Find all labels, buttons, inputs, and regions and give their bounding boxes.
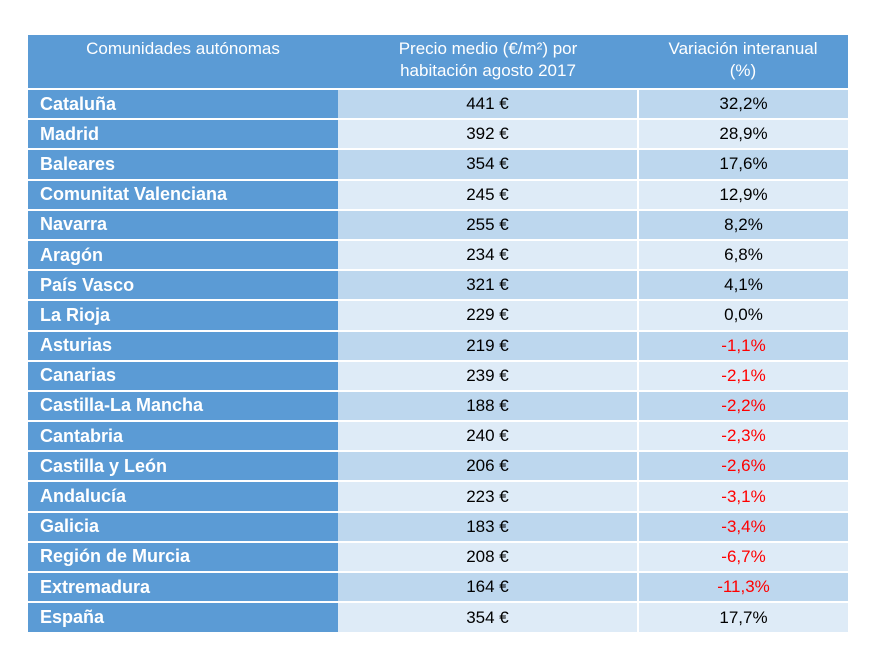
region-cell: Región de Murcia — [28, 540, 338, 572]
region-cell: La Rioja — [28, 299, 338, 331]
table-row: Cantabria 240 € -2,3% — [28, 420, 848, 452]
region-cell: Canarias — [28, 359, 338, 391]
region-cell: Castilla-La Mancha — [28, 389, 338, 422]
variation-cell: 12,9% — [637, 178, 848, 210]
table-row: Andalucía 223 € -3,1% — [28, 480, 848, 512]
table-row: Castilla-La Mancha 188 € -2,2% — [28, 389, 848, 422]
table-row: Región de Murcia 208 € -6,7% — [28, 540, 848, 572]
region-cell: Aragón — [28, 238, 338, 271]
table-row: Navarra 255 €8,2% — [28, 208, 848, 240]
price-cell: 255 € — [338, 208, 638, 240]
variation-cell: -11,3% — [637, 570, 848, 603]
table-row: Asturias 219 € -1,1% — [28, 329, 848, 361]
header-variation: Variación interanual (%) — [638, 35, 848, 89]
table-row: Comunitat Valenciana 245 €12,9% — [28, 178, 848, 210]
variation-cell: 4,1% — [637, 269, 848, 301]
region-cell: Andalucía — [28, 480, 338, 512]
header-variation-line1: Variación interanual — [668, 39, 818, 58]
header-region-label: Comunidades autónomas — [86, 39, 280, 58]
price-cell: 208 € — [338, 540, 638, 572]
variation-cell: -1,1% — [637, 329, 848, 361]
header-price: Precio medio (€/m²) por habitación agost… — [338, 35, 638, 89]
table-row: Extremadura 164 € -11,3% — [28, 570, 848, 603]
price-cell: 240 € — [338, 420, 638, 452]
table-row: La Rioja 229 €0,0% — [28, 299, 848, 331]
header-row: Comunidades autónomas Precio medio (€/m²… — [28, 35, 848, 89]
price-cell: 392 € — [338, 118, 638, 150]
region-cell: Cantabria — [28, 420, 338, 452]
table-body: Cataluña 441 €32,2% Madrid 392 €28,9% Balear… — [28, 87, 848, 633]
variation-cell: -2,6% — [637, 450, 848, 482]
variation-cell: 8,2% — [637, 208, 848, 240]
table-row: Aragón 234 €6,8% — [28, 238, 848, 271]
region-cell: Madrid — [28, 118, 338, 150]
variation-cell: -2,1% — [637, 359, 848, 391]
region-cell: Castilla y León — [28, 450, 338, 482]
variation-cell: -2,3% — [637, 420, 848, 452]
region-cell: Galicia — [28, 510, 338, 542]
price-cell: 219 € — [338, 329, 638, 361]
price-cell: 245 € — [338, 178, 638, 210]
region-cell: Comunitat Valenciana — [28, 178, 338, 210]
region-cell: Baleares — [28, 148, 338, 180]
table-row: Cataluña 441 €32,2% — [28, 87, 848, 120]
variation-cell: -3,4% — [637, 510, 848, 542]
price-cell: 239 € — [338, 359, 638, 391]
price-cell: 354 € — [338, 601, 638, 633]
variation-cell: -3,1% — [637, 480, 848, 512]
table-row: España 354 €17,7% — [28, 601, 848, 633]
region-cell: Navarra — [28, 208, 338, 240]
price-cell: 188 € — [338, 389, 638, 422]
price-table: Comunidades autónomas Precio medio (€/m²… — [28, 35, 848, 633]
header-region: Comunidades autónomas — [28, 35, 338, 89]
header-variation-line2: (%) — [729, 61, 757, 80]
table-row: Madrid 392 €28,9% — [28, 118, 848, 150]
table-row: Baleares 354 €17,6% — [28, 148, 848, 180]
table-header: Comunidades autónomas Precio medio (€/m²… — [28, 35, 848, 89]
price-cell: 441 € — [338, 87, 638, 120]
region-cell: País Vasco — [28, 269, 338, 301]
header-price-line2: habitación agosto 2017 — [400, 61, 576, 80]
variation-cell: -6,7% — [637, 540, 848, 572]
variation-cell: 6,8% — [637, 238, 848, 271]
variation-cell: 0,0% — [637, 299, 848, 331]
price-cell: 354 € — [338, 148, 638, 180]
variation-cell: -2,2% — [637, 389, 848, 422]
price-cell: 164 € — [338, 570, 638, 603]
region-cell: Extremadura — [28, 570, 338, 603]
region-cell: Asturias — [28, 329, 338, 361]
table-row: Galicia 183 € -3,4% — [28, 510, 848, 542]
table-row: Canarias 239 € -2,1% — [28, 359, 848, 391]
variation-cell: 17,6% — [637, 148, 848, 180]
price-cell: 206 € — [338, 450, 638, 482]
table-row: País Vasco 321 €4,1% — [28, 269, 848, 301]
price-cell: 321 € — [338, 269, 638, 301]
variation-cell: 32,2% — [637, 87, 848, 120]
table-row: Castilla y León 206 € -2,6% — [28, 450, 848, 482]
region-cell: España — [28, 601, 338, 633]
price-cell: 234 € — [338, 238, 638, 271]
region-cell: Cataluña — [28, 87, 338, 120]
price-cell: 223 € — [338, 480, 638, 512]
variation-cell: 17,7% — [637, 601, 848, 633]
price-cell: 229 € — [338, 299, 638, 331]
price-cell: 183 € — [338, 510, 638, 542]
variation-cell: 28,9% — [637, 118, 848, 150]
header-price-line1: Precio medio (€/m²) por — [398, 39, 578, 58]
